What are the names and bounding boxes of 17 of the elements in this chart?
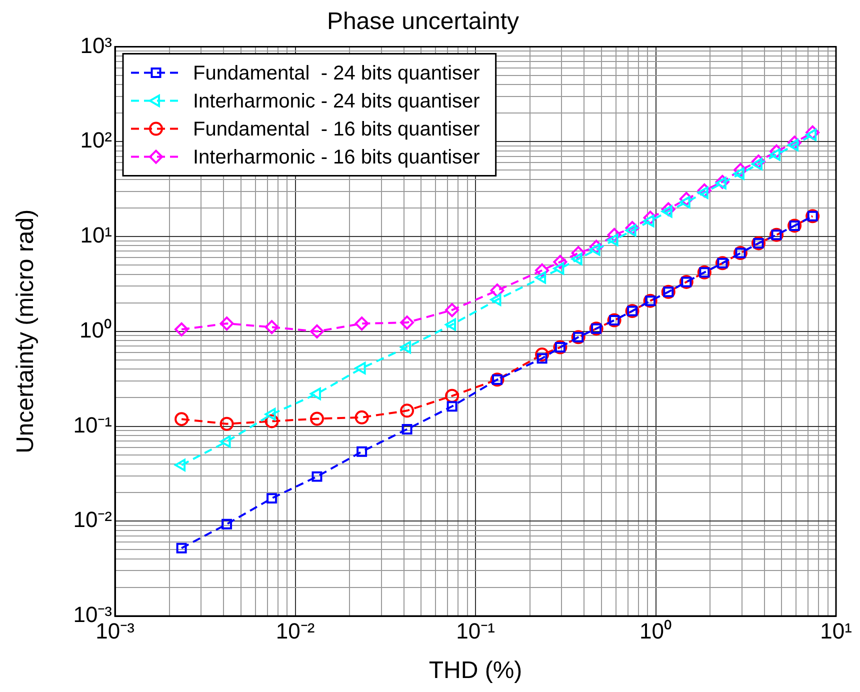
legend-label: Fundamental - 24 bits quantiser (193, 62, 480, 84)
y-tick-label: 10¹ (80, 222, 112, 248)
chart-title: Phase uncertainty (326, 8, 520, 36)
y-tick-label: 10³ (80, 32, 112, 58)
y-tick-label: 10⁻¹ (73, 412, 112, 438)
x-axis-title: THD (%) (428, 657, 522, 684)
legend-label: Fundamental - 16 bits quantiser (193, 118, 480, 140)
x-tick-label: 10⁻² (276, 618, 315, 644)
x-tick-label: 10¹ (820, 618, 852, 644)
x-tick-label: 10⁰ (640, 618, 672, 644)
y-tick-label: 10⁰ (80, 317, 112, 342)
y-tick-label: 10² (80, 128, 112, 153)
legend-label: Interharmonic - 24 bits quantiser (193, 90, 480, 112)
x-tick-label: 10⁻¹ (456, 618, 495, 644)
y-tick-label: 10⁻² (73, 507, 112, 532)
legend-label: Interharmonic - 16 bits quantiser (193, 146, 480, 168)
y-axis-title: Uncertainty (micro rad) (12, 209, 40, 454)
